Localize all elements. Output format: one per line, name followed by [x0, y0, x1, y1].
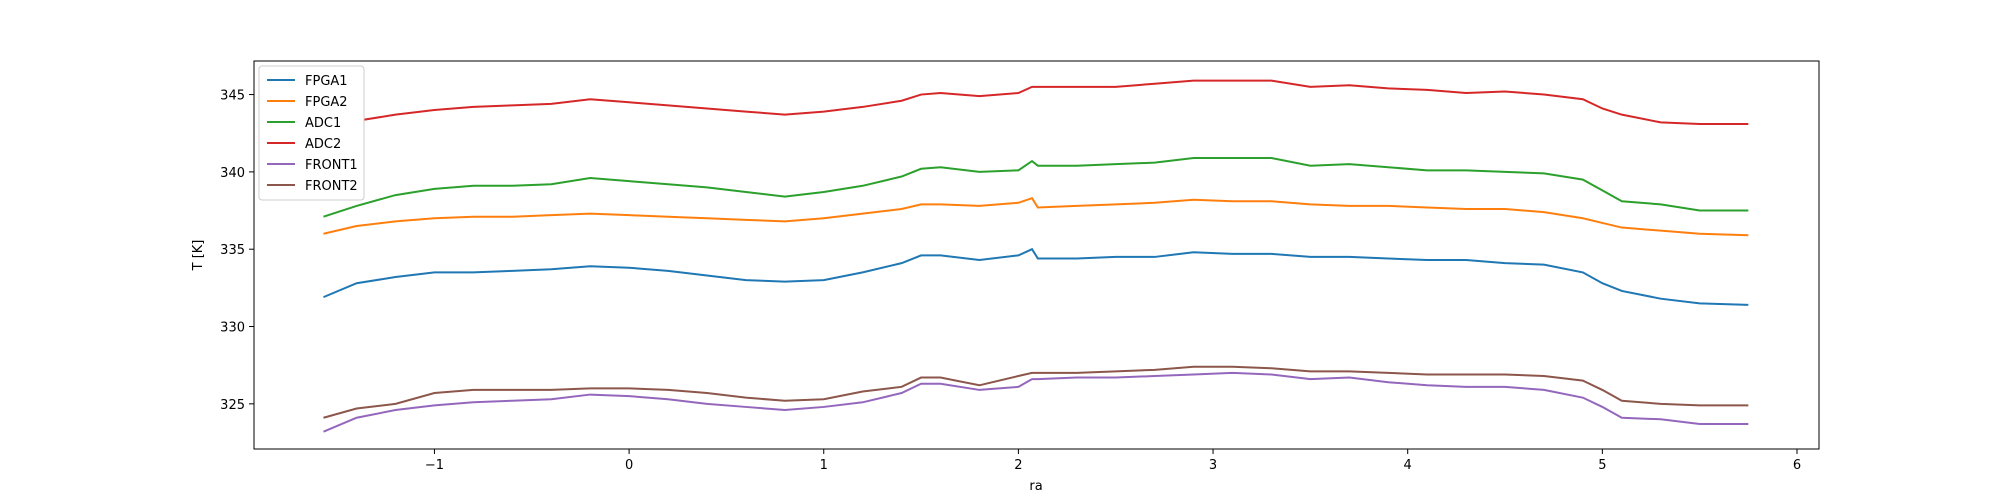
series-line: [323, 365, 1749, 419]
y-tick-label: 345: [220, 89, 245, 104]
x-tick-label: 4: [1404, 458, 1412, 473]
legend-label: FPGA2: [305, 95, 348, 110]
y-axis-label: T [K]: [191, 240, 206, 272]
x-axis-label: ra: [1029, 479, 1042, 494]
series-line: [323, 196, 1749, 237]
x-tick-label: 1: [820, 458, 828, 473]
x-tick-label: 3: [1209, 458, 1217, 473]
plot-frame: [253, 60, 1820, 450]
series-line: [323, 79, 1749, 129]
legend-label: ADC2: [305, 137, 341, 152]
x-tick-label: 5: [1598, 458, 1606, 473]
y-tick-label: 335: [220, 243, 245, 258]
y-tick-label: 340: [220, 166, 245, 181]
x-tick-label: 6: [1793, 458, 1801, 473]
x-tick-label: 0: [625, 458, 633, 473]
x-tick-label: 2: [1014, 458, 1022, 473]
series-line: [323, 156, 1749, 218]
series-line: [323, 371, 1749, 433]
legend-label: ADC1: [305, 116, 341, 131]
x-tick-label: −1: [425, 458, 444, 473]
legend-label: FRONT2: [305, 179, 358, 194]
series-line: [323, 247, 1749, 306]
legend-label: FRONT1: [305, 158, 358, 173]
y-tick-label: 325: [220, 398, 245, 413]
legend-label: FPGA1: [305, 74, 348, 89]
legend-box: [258, 65, 365, 201]
y-tick-label: 330: [220, 321, 245, 336]
